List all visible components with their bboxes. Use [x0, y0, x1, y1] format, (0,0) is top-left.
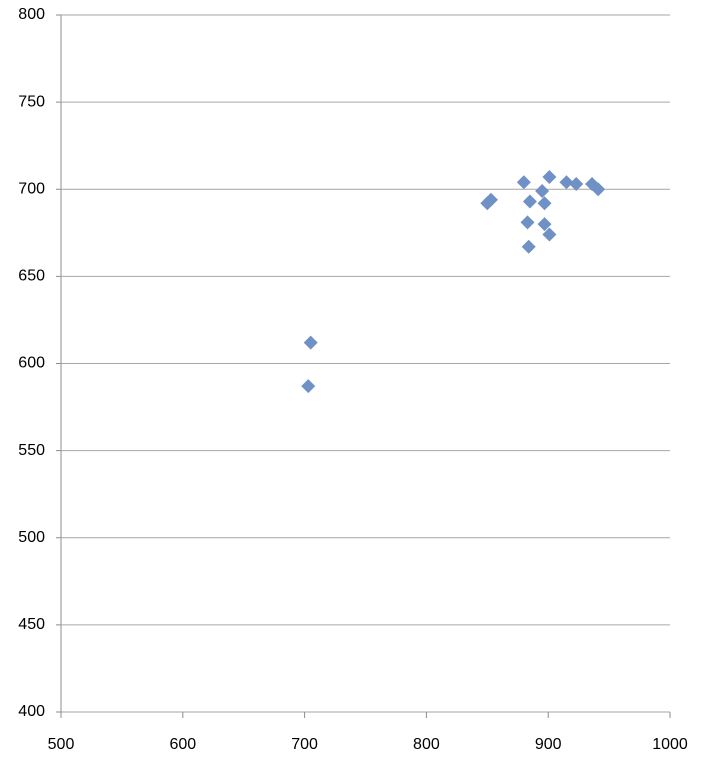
point [537, 196, 552, 211]
point [301, 379, 316, 394]
x-tick-label: 900 [535, 736, 562, 753]
point [591, 182, 606, 197]
point [542, 227, 557, 242]
y-tick-label: 800 [18, 6, 45, 23]
point [521, 239, 536, 254]
y-tick-label: 500 [18, 529, 45, 546]
point [303, 335, 318, 350]
y-tick-label: 650 [18, 268, 45, 285]
x-tick-label: 1000 [652, 736, 688, 753]
x-tick-label: 800 [413, 736, 440, 753]
point [520, 215, 535, 230]
point [535, 183, 550, 198]
y-tick-label: 700 [18, 180, 45, 197]
y-tick-label: 750 [18, 93, 45, 110]
y-tick-label: 450 [18, 616, 45, 633]
x-tick-label: 600 [169, 736, 196, 753]
point [542, 170, 557, 185]
y-tick-label: 600 [18, 355, 45, 372]
point [483, 192, 498, 207]
point [559, 175, 574, 190]
point [537, 217, 552, 232]
point [569, 177, 584, 192]
y-tick-label: 400 [18, 703, 45, 720]
point [522, 194, 537, 209]
x-tick-label: 700 [291, 736, 318, 753]
x-tick-label: 500 [48, 736, 75, 753]
y-tick-label: 550 [18, 442, 45, 459]
point [516, 175, 531, 190]
